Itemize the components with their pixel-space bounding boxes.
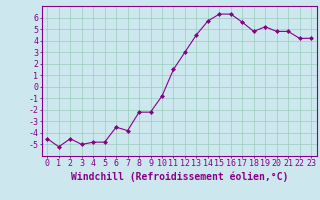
X-axis label: Windchill (Refroidissement éolien,°C): Windchill (Refroidissement éolien,°C) [70, 171, 288, 182]
